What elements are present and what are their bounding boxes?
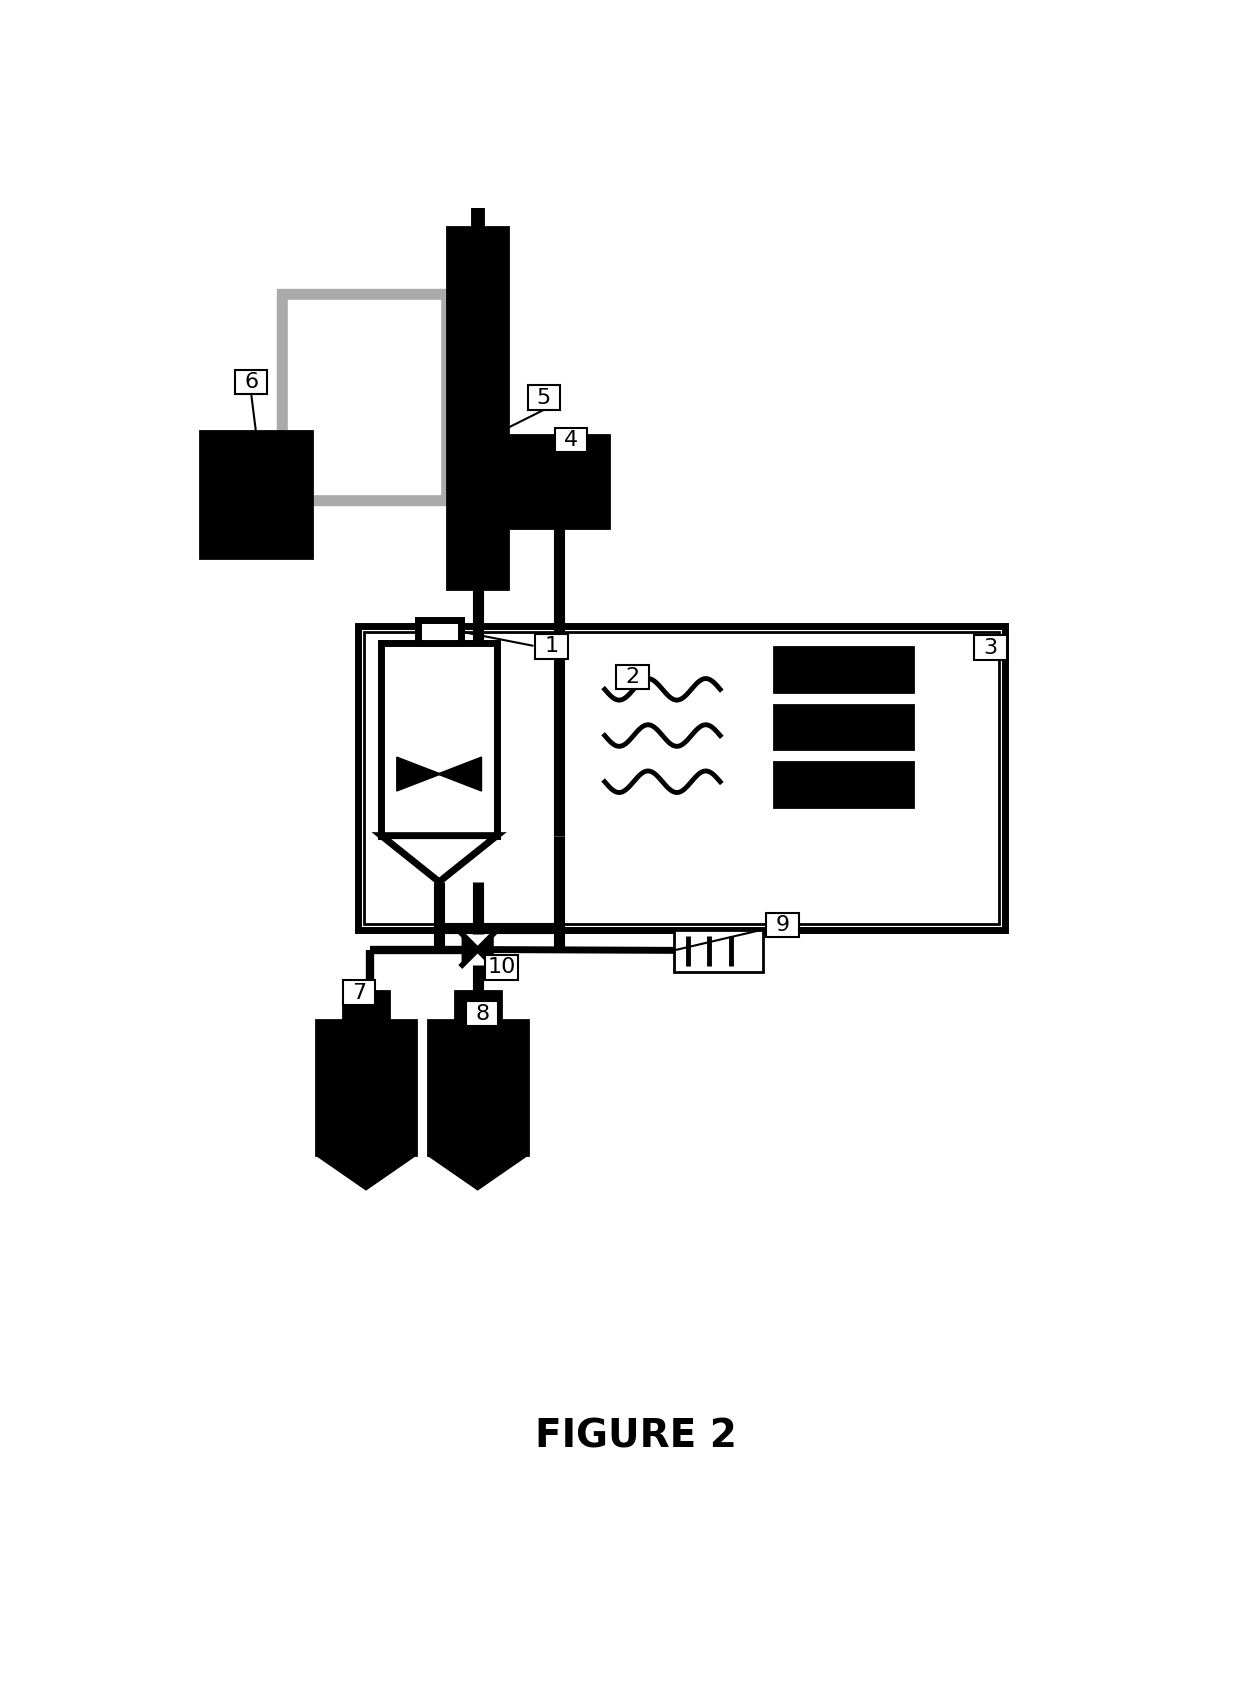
Bar: [382, 643, 497, 836]
Bar: [428, 1021, 528, 1156]
Text: FIGURE 2: FIGURE 2: [534, 1418, 737, 1455]
Bar: [766, 912, 799, 938]
Bar: [201, 431, 312, 558]
Polygon shape: [428, 1156, 528, 1190]
Bar: [278, 289, 450, 504]
Text: 2: 2: [625, 667, 640, 688]
Bar: [554, 427, 587, 453]
Bar: [343, 991, 389, 1021]
Bar: [675, 929, 763, 972]
Bar: [358, 626, 1006, 931]
Bar: [343, 980, 376, 1006]
Bar: [316, 1021, 417, 1156]
Text: 10: 10: [487, 957, 516, 977]
Polygon shape: [397, 757, 440, 791]
Bar: [774, 647, 913, 691]
Bar: [446, 228, 508, 589]
Bar: [236, 369, 268, 395]
Polygon shape: [438, 757, 481, 791]
Text: 3: 3: [983, 638, 997, 657]
Bar: [288, 300, 440, 494]
Bar: [536, 633, 568, 659]
Bar: [975, 635, 1007, 660]
Polygon shape: [463, 934, 477, 965]
Text: 7: 7: [352, 982, 366, 1002]
Polygon shape: [382, 836, 497, 882]
Bar: [508, 436, 609, 528]
Bar: [774, 705, 913, 749]
Bar: [455, 991, 501, 1021]
Bar: [365, 633, 999, 924]
Text: 9: 9: [775, 916, 790, 934]
Polygon shape: [477, 934, 494, 965]
Bar: [485, 955, 517, 980]
Polygon shape: [316, 1156, 417, 1190]
Bar: [418, 620, 461, 643]
Text: 1: 1: [544, 637, 559, 657]
Bar: [528, 385, 560, 410]
Bar: [466, 1001, 498, 1026]
Bar: [616, 665, 649, 689]
Text: 5: 5: [537, 388, 551, 407]
Text: 4: 4: [564, 431, 578, 449]
Text: 8: 8: [475, 1004, 490, 1023]
Bar: [774, 762, 913, 807]
Text: 6: 6: [244, 373, 258, 391]
